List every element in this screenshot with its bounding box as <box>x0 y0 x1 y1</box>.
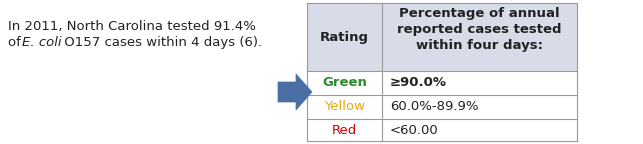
Text: <60.00: <60.00 <box>390 125 439 138</box>
Polygon shape <box>278 74 312 110</box>
Text: In 2011, North Carolina tested 91.4%: In 2011, North Carolina tested 91.4% <box>8 20 256 33</box>
FancyBboxPatch shape <box>307 95 577 119</box>
FancyBboxPatch shape <box>307 3 577 71</box>
Text: of: of <box>8 36 25 49</box>
Text: Rating: Rating <box>320 31 369 43</box>
Text: Red: Red <box>332 125 357 138</box>
Text: 60.0%-89.9%: 60.0%-89.9% <box>390 101 478 113</box>
Text: O157 cases within 4 days (6).: O157 cases within 4 days (6). <box>60 36 262 49</box>
Text: ≥90.0%: ≥90.0% <box>390 76 447 90</box>
Text: E. coli: E. coli <box>22 36 62 49</box>
Text: Yellow: Yellow <box>324 101 365 113</box>
FancyBboxPatch shape <box>307 119 577 143</box>
Text: Percentage of annual
reported cases tested
within four days:: Percentage of annual reported cases test… <box>397 7 562 52</box>
Text: Green: Green <box>322 76 367 90</box>
FancyBboxPatch shape <box>307 71 577 95</box>
